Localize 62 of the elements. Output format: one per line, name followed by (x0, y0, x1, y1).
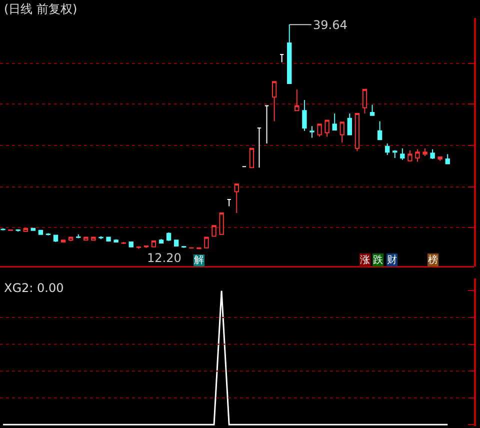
text: 12.20 (147, 251, 182, 265)
candlestick (310, 126, 314, 138)
candlestick (158, 238, 164, 244)
candlestick (256, 127, 262, 168)
candlestick (324, 120, 330, 138)
candlestick (294, 88, 300, 112)
candlestick (106, 236, 111, 242)
candlestick (340, 122, 344, 144)
candlestick (408, 150, 412, 162)
text: 解 (194, 255, 204, 266)
candlestick (84, 236, 88, 241)
candlestick (422, 148, 428, 157)
candlestick (219, 212, 224, 235)
candlestick (16, 228, 20, 232)
candlestick (136, 246, 141, 250)
text: 榜 (428, 254, 438, 266)
candlestick (151, 240, 156, 248)
candlestick (287, 24, 292, 84)
candlestick (400, 148, 405, 160)
candlestick (0, 228, 6, 231)
candlestick (317, 124, 322, 138)
candlestick (445, 154, 450, 164)
candlestick (332, 113, 337, 130)
candlestick (226, 199, 232, 207)
candlestick (91, 236, 96, 241)
candlestick (23, 228, 28, 232)
candlestick (144, 245, 149, 248)
candlestick (174, 239, 179, 246)
candlestick (128, 242, 134, 248)
candlestick (362, 88, 368, 114)
candlestick (415, 148, 420, 162)
candlestick (166, 232, 172, 242)
candlestick (377, 120, 382, 140)
candlestick (302, 99, 307, 132)
candlestick (98, 236, 104, 240)
candlestick (60, 240, 66, 243)
text: 涨 (360, 254, 370, 266)
candlestick (370, 104, 375, 116)
candlestick (121, 242, 126, 244)
candlestick (430, 148, 435, 160)
candlestick (392, 150, 398, 158)
candlestick (354, 113, 360, 152)
candlestick (212, 225, 216, 237)
text: 财 (387, 254, 397, 266)
candlestick (114, 238, 118, 243)
chart-title: (日线 前复权) (4, 2, 78, 16)
candlestick (76, 234, 81, 239)
candlestick (279, 54, 284, 63)
candlestick (204, 236, 209, 248)
annotation: 39.64 (313, 18, 348, 32)
candlestick (182, 245, 186, 248)
candlestick (384, 143, 390, 156)
candlestick (234, 184, 239, 214)
text: 跌 (373, 254, 383, 266)
candlestick (438, 156, 442, 162)
candlestick (272, 81, 277, 122)
candlestick (249, 148, 254, 168)
chart-title: XG2: 0.00 (4, 281, 64, 295)
candlestick (347, 113, 352, 136)
candlestick (264, 105, 270, 144)
candlestick (68, 236, 74, 242)
candlestick (38, 230, 44, 235)
